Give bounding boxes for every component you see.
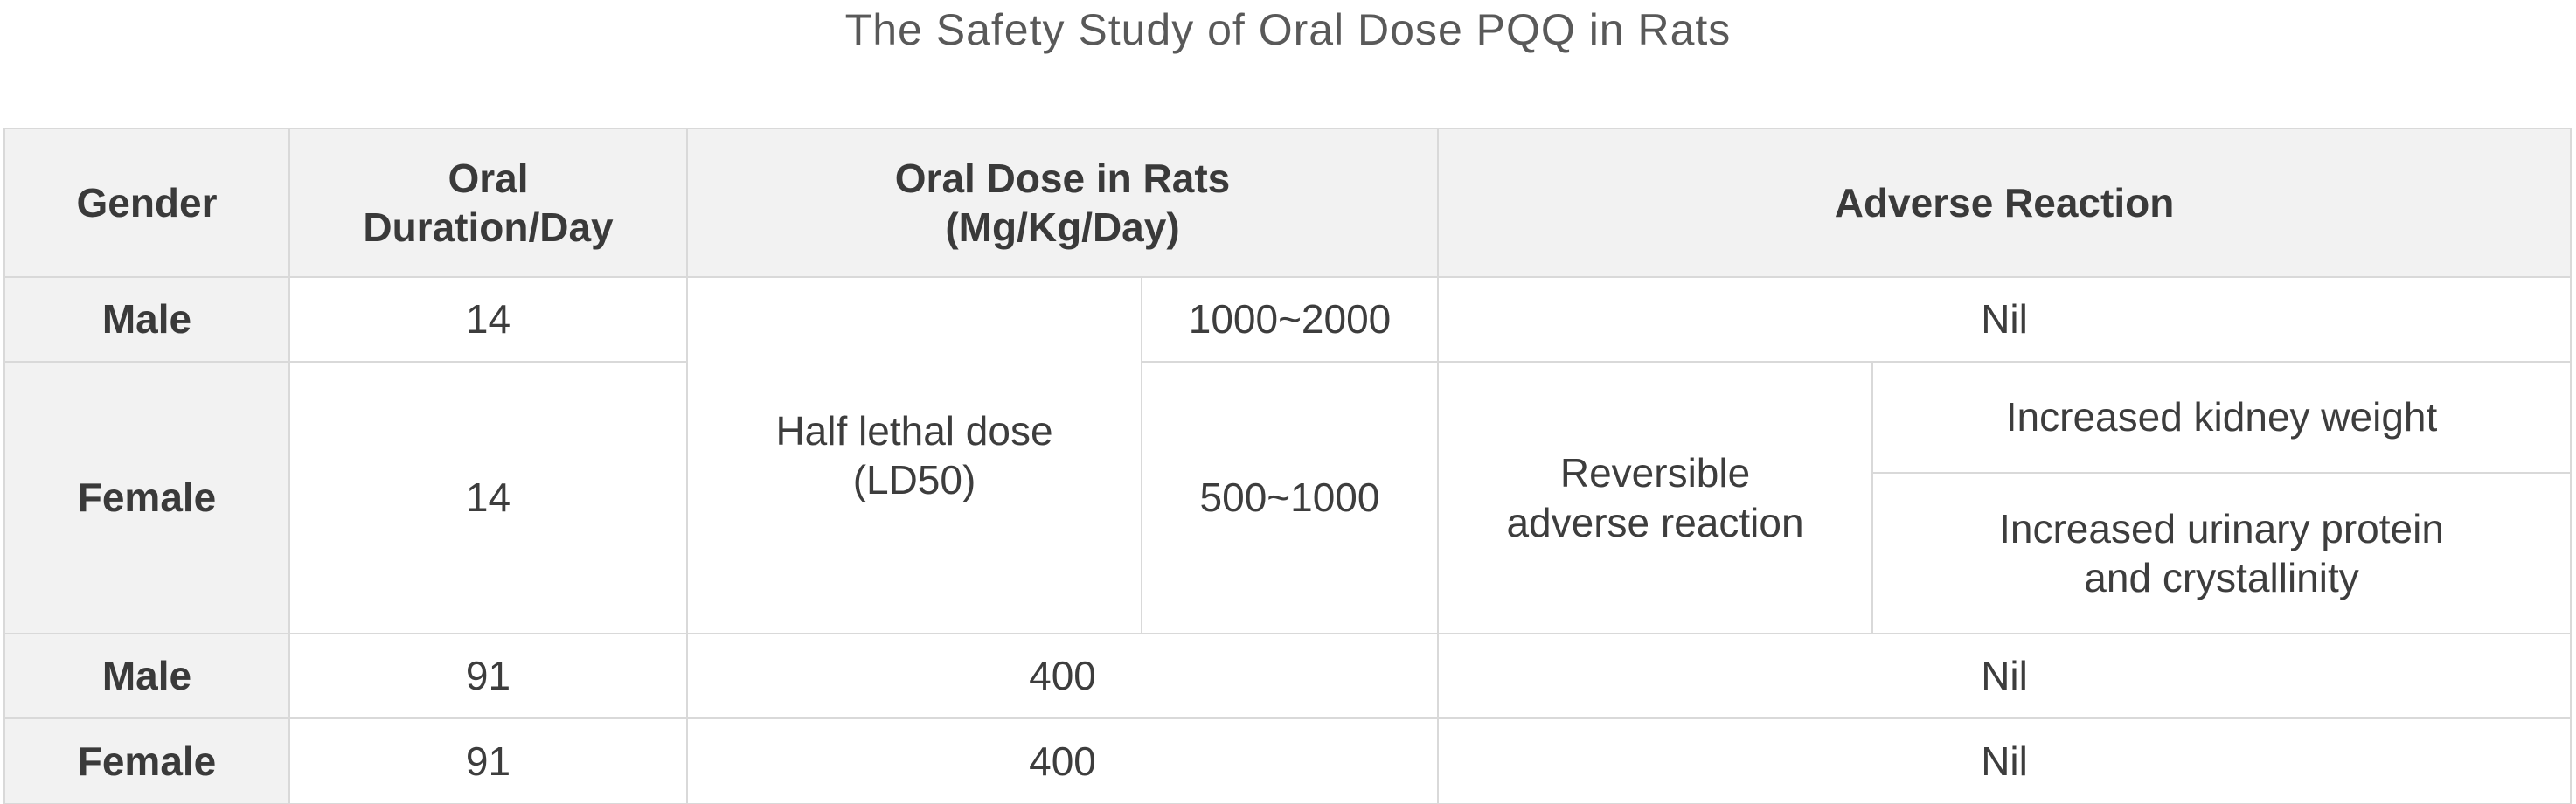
table-row: Male 14 Half lethal dose (LD50) 1000~200… [3,276,2573,634]
cell-duration-male-91: 91 [288,633,688,719]
cell-dose-male-14: 1000~2000 [1140,276,1440,363]
table-row: Increased urinary protein and crystallin… [4,472,2573,634]
table-row: Female 14 500~1000 Reversible adverse re… [3,361,2573,634]
cell-adverse-female-91: Nil [1437,717,2573,804]
cell-duration-male-14: 14 [288,276,688,363]
header-adverse-reaction: Adverse Reaction [1437,128,2573,278]
cell-adverse-female-14-detail-1: Increased kidney weight [1871,361,2573,474]
header-oral-dose: Oral Dose in Rats (Mg/Kg/Day) [685,128,1440,278]
cell-dose-female-91: 400 [685,717,1440,804]
cell-half-lethal-dose: Half lethal dose (LD50) [686,276,1142,634]
table-row: Male 91 400 Nil [3,633,2573,719]
header-gender: Gender [3,128,290,278]
cell-adverse-female-14-detail-2: Increased urinary protein and crystallin… [1871,472,2573,634]
cell-dose-female-14: 500~1000 [1140,361,1440,634]
page-title: The Safety Study of Oral Dose PQQ in Rat… [844,5,1732,54]
cell-adverse-male-91: Nil [1437,633,2573,719]
cell-duration-female-91: 91 [288,717,688,804]
safety-table: Gender Oral Duration/Day Oral Dose in Ra… [3,128,2573,804]
cell-gender-female-14: Female [3,361,290,634]
header-oral-duration: Oral Duration/Day [288,128,688,278]
table-header-row: Gender Oral Duration/Day Oral Dose in Ra… [3,128,2573,278]
cell-gender-female-91: Female [3,717,290,804]
cell-gender-male-14: Male [3,276,290,363]
cell-gender-male-91: Male [3,633,290,719]
cell-duration-female-14: 14 [288,361,688,634]
cell-adverse-male-14: Nil [1437,276,2573,363]
cell-adverse-female-14-main: Reversible adverse reaction [1437,361,1874,634]
cell-dose-male-91: 400 [685,633,1440,719]
table-row: Female 91 400 Nil [3,717,2573,804]
